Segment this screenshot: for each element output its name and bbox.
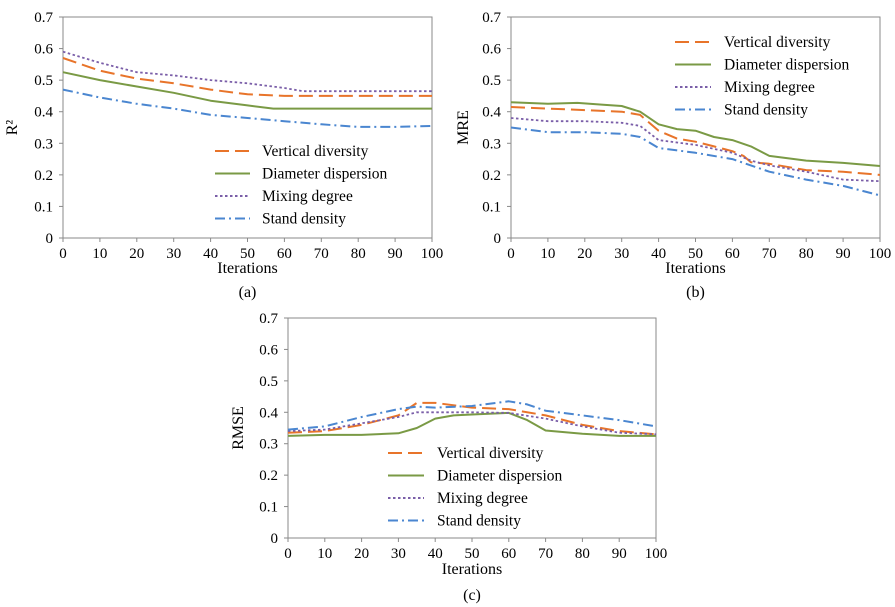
legend-label-diameter-dispersion: Diameter dispersion [437,468,563,485]
plot-frame [62,16,433,239]
x-tick-label: 80 [575,546,590,562]
x-tick-label: 70 [538,546,553,562]
legend: Vertical diversity Diameter dispersion Mix… [388,445,563,530]
y-tick-label: 0.5 [482,73,501,89]
panel-label: (b) [686,284,705,301]
y-tick-label: 0.6 [34,42,53,58]
x-tick-label: 20 [577,246,592,262]
series-line-mixing-degree [510,117,881,183]
y-tick-label: 0 [271,531,279,547]
y-tick-label: 0.1 [259,500,278,516]
x-tick-label: 10 [540,246,555,262]
x-tick-label: 90 [612,546,627,562]
x-tick-label: 40 [651,246,666,262]
y-axis-title: MRE [455,110,472,145]
y-tick-label: 0.3 [482,136,501,152]
y-tick-label: 0.4 [259,405,278,421]
legend-label-stand-density: Stand density [262,211,346,228]
y-tick-label: 0 [494,231,502,247]
y-tick-label: 0.4 [34,105,53,121]
series-line-vertical-diversity [510,106,881,176]
legend-label-stand-density: Stand density [437,513,521,530]
y-tick-label: 0.1 [34,199,53,215]
series-line-stand-density [510,126,881,197]
series-line-vertical-diversity [62,57,432,97]
x-tick-label: 50 [465,546,480,562]
series-line-mixing-degree [62,50,432,93]
y-tick-label: 0.1 [482,199,501,215]
series-line-stand-density [287,400,657,431]
x-tick-label: 90 [388,246,403,262]
chart-panel-b: 0 0.1 0.2 0.3 0.4 0.5 0.6 0.7 0 10 20 30 40 50 60 70 80 9… [455,10,891,301]
x-tick-label: 40 [428,546,443,562]
panel-label: (c) [463,587,481,604]
y-tick-label: 0.4 [482,105,501,121]
y-tick-label: 0.3 [259,437,278,453]
legend-label-vertical-diversity: Vertical diversity [262,143,369,160]
x-tick-label: 60 [725,246,740,262]
x-tick-label: 30 [166,246,181,262]
series-line-diameter-dispersion [62,71,432,110]
x-tick-label: 50 [688,246,703,262]
y-tick-label: 0.3 [34,136,53,152]
series-line-vertical-diversity [287,401,657,436]
x-axis-title: Iterations [442,561,502,578]
y-tick-label: 0.7 [482,10,501,26]
series-line-stand-density [62,88,433,128]
y-axis-title: RMSE [230,406,247,450]
legend: Vertical diversity Diameter dispersion Mix… [215,143,388,228]
series-line-diameter-dispersion [287,411,656,437]
x-tick-label: 40 [203,246,218,262]
y-tick-label: 0.6 [482,42,501,58]
x-tick-label: 90 [836,246,851,262]
legend-label-mixing-degree: Mixing degree [724,79,815,96]
x-tick-label: 60 [501,546,516,562]
y-tick-label: 0.6 [259,342,278,358]
x-tick-label: 60 [277,246,292,262]
legend-label-diameter-dispersion: Diameter dispersion [724,57,850,74]
y-tick-label: 0 [46,231,54,247]
x-tick-label: 10 [92,246,107,262]
x-tick-label: 100 [421,246,444,262]
legend-label-diameter-dispersion: Diameter dispersion [262,166,388,183]
x-tick-label: 70 [314,246,329,262]
x-tick-label: 0 [284,546,292,562]
x-tick-label: 0 [59,246,67,262]
legend-label-stand-density: Stand density [724,102,808,119]
y-tick-label: 0.2 [259,468,278,484]
y-tick-label: 0.5 [34,73,53,89]
y-tick-label: 0.7 [34,10,53,26]
y-tick-label: 0.2 [482,168,501,184]
x-tick-label: 20 [129,246,144,262]
legend-label-vertical-diversity: Vertical diversity [437,445,544,462]
legend: Vertical diversity Diameter dispersion Mix… [675,34,850,119]
x-tick-label: 100 [645,546,668,562]
x-tick-label: 50 [240,246,255,262]
x-tick-label: 70 [762,246,777,262]
x-axis-title: Iterations [665,260,725,277]
legend-label-vertical-diversity: Vertical diversity [724,34,831,51]
y-axis-title: R² [4,120,21,136]
y-tick-label: 0.7 [259,311,278,327]
x-tick-label: 100 [869,246,892,262]
chart-panel-c: 0 0.1 0.2 0.3 0.4 0.5 0.6 0.7 0 10 20 30 40 50 60 70 80 9… [230,311,667,604]
legend-label-mixing-degree: Mixing degree [437,490,528,507]
x-tick-label: 20 [354,546,369,562]
chart-panel-a: 0 0.1 0.2 0.3 0.4 0.5 0.6 0.7 0 10 20 30 40 50 60 70 80 9… [4,10,443,301]
y-tick-label: 0.2 [34,168,53,184]
x-tick-label: 30 [614,246,629,262]
x-tick-label: 80 [351,246,366,262]
panel-label: (a) [239,284,257,301]
y-tick-label: 0.5 [259,374,278,390]
legend-label-mixing-degree: Mixing degree [262,188,353,205]
x-tick-label: 80 [799,246,814,262]
x-tick-label: 30 [391,546,406,562]
series-line-mixing-degree [287,411,657,436]
x-tick-label: 10 [317,546,332,562]
x-axis-title: Iterations [217,260,277,277]
series-line-diameter-dispersion [510,101,881,167]
x-tick-label: 0 [507,246,515,262]
